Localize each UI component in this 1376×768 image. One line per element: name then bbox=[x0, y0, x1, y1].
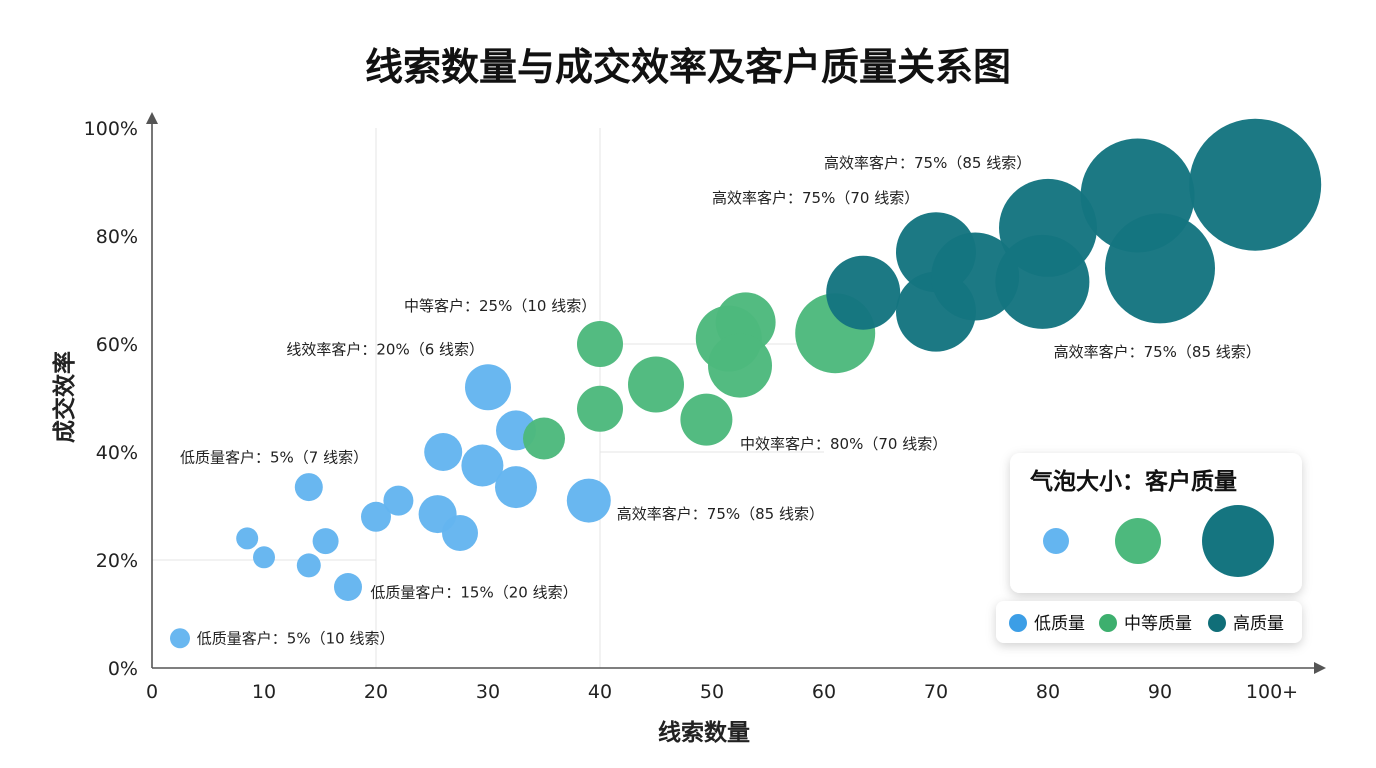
bubble-high bbox=[995, 234, 1090, 329]
legend-marker bbox=[1009, 614, 1027, 632]
size-legend-bubble bbox=[1043, 528, 1069, 554]
bubble-medium bbox=[680, 393, 733, 446]
bubble-high bbox=[931, 232, 1020, 321]
bubble-low bbox=[461, 444, 504, 487]
bubble-low bbox=[424, 433, 463, 471]
y-axis-arrow bbox=[146, 112, 158, 124]
y-tick-label: 20% bbox=[96, 550, 138, 572]
color-legend-box bbox=[996, 601, 1302, 643]
bubble-medium bbox=[628, 356, 684, 413]
y-tick-label: 100% bbox=[84, 118, 138, 140]
size-legend-title: 气泡大小：客户质量 bbox=[1029, 468, 1237, 495]
bubble-low bbox=[296, 553, 321, 578]
bubble-low bbox=[334, 573, 362, 601]
size-legend: 气泡大小：客户质量 bbox=[1010, 453, 1302, 593]
x-tick-label: 80 bbox=[1036, 681, 1060, 703]
bubble-low bbox=[253, 546, 275, 569]
bubble-low bbox=[361, 501, 391, 532]
x-axis-label: 线索数量 bbox=[658, 719, 750, 746]
bubble-low bbox=[566, 478, 611, 523]
bubble-medium bbox=[523, 417, 565, 460]
x-tick-label: 30 bbox=[476, 681, 500, 703]
annotation-label: 低质量客户：5%（7 线索） bbox=[180, 448, 368, 466]
color-legend-items: 低质量 中等质量 高质量 bbox=[1009, 614, 1284, 634]
annotation-label: 高效率客户：75%（85 线索） bbox=[617, 505, 824, 523]
bubble-medium bbox=[577, 321, 623, 367]
annotation-label: 高效率客户：75%（85 线索） bbox=[1054, 343, 1261, 361]
legend-label: 高质量 bbox=[1233, 614, 1284, 634]
y-tick-label: 0% bbox=[108, 658, 138, 680]
y-tick-label: 60% bbox=[96, 334, 138, 356]
x-tick-label: 50 bbox=[700, 681, 724, 703]
x-tick-label: 100+ bbox=[1246, 681, 1298, 703]
bubble-high bbox=[826, 255, 901, 330]
x-tick-label: 20 bbox=[364, 681, 388, 703]
bubble-medium bbox=[708, 333, 772, 398]
bubble-high bbox=[1189, 118, 1322, 251]
annotation-label: 低质量客户：5%（10 线索） bbox=[197, 629, 395, 647]
bubble-low bbox=[170, 628, 190, 649]
bubble-high bbox=[1105, 213, 1215, 324]
size-legend-bubble bbox=[1202, 505, 1274, 577]
annotation-label: 高效率客户：75%（70 线索） bbox=[712, 189, 919, 207]
legend-label: 低质量 bbox=[1034, 614, 1085, 634]
bubble-low bbox=[495, 466, 537, 509]
bubble-low bbox=[236, 527, 259, 550]
bubble-low bbox=[312, 528, 339, 555]
bubble-low bbox=[442, 515, 478, 551]
bubble-medium bbox=[577, 385, 623, 432]
chart-title: 线索数量与成交效率及客户质量关系图 bbox=[365, 45, 1011, 89]
bubble-low bbox=[294, 473, 323, 502]
legend-label: 中等质量 bbox=[1124, 614, 1192, 634]
legend-marker bbox=[1208, 614, 1226, 632]
annotation-label: 低质量客户：15%（20 线索） bbox=[370, 583, 577, 601]
x-tick-label: 0 bbox=[146, 681, 158, 703]
y-axis-ticks: 0% 20% 40% 60% 80% 100% bbox=[84, 118, 138, 680]
y-axis-label: 成交效率 bbox=[51, 351, 78, 443]
size-legend-bubble bbox=[1115, 518, 1161, 564]
x-tick-label: 60 bbox=[812, 681, 836, 703]
x-tick-label: 70 bbox=[924, 681, 948, 703]
x-tick-label: 90 bbox=[1148, 681, 1172, 703]
x-tick-label: 40 bbox=[588, 681, 612, 703]
bubble-low bbox=[383, 485, 414, 516]
bubbles bbox=[170, 118, 1322, 649]
legend-marker bbox=[1099, 614, 1117, 632]
annotation-label: 高效率客户：75%（85 线索） bbox=[824, 154, 1031, 172]
bubble-low bbox=[465, 364, 511, 411]
x-tick-label: 10 bbox=[252, 681, 276, 703]
annotations: 低质量客户：5%（10 线索） 低质量客户：15%（20 线索） 低质量客户：5%（… bbox=[180, 154, 1261, 647]
annotation-label: 线效率客户：20%（6 线索） bbox=[286, 340, 484, 358]
y-tick-label: 40% bbox=[96, 442, 138, 464]
y-tick-label: 80% bbox=[96, 226, 138, 248]
x-axis-arrow bbox=[1314, 662, 1326, 674]
size-legend-samples bbox=[1043, 505, 1274, 577]
annotation-label: 中效率客户：80%（70 线索） bbox=[740, 435, 947, 453]
axes bbox=[146, 112, 1326, 674]
annotation-label: 中等客户：25%（10 线索） bbox=[404, 297, 596, 315]
color-legend: 低质量 中等质量 高质量 bbox=[996, 601, 1302, 643]
x-axis-ticks: 0 10 20 30 40 50 60 70 80 90 100+ bbox=[146, 681, 1298, 703]
